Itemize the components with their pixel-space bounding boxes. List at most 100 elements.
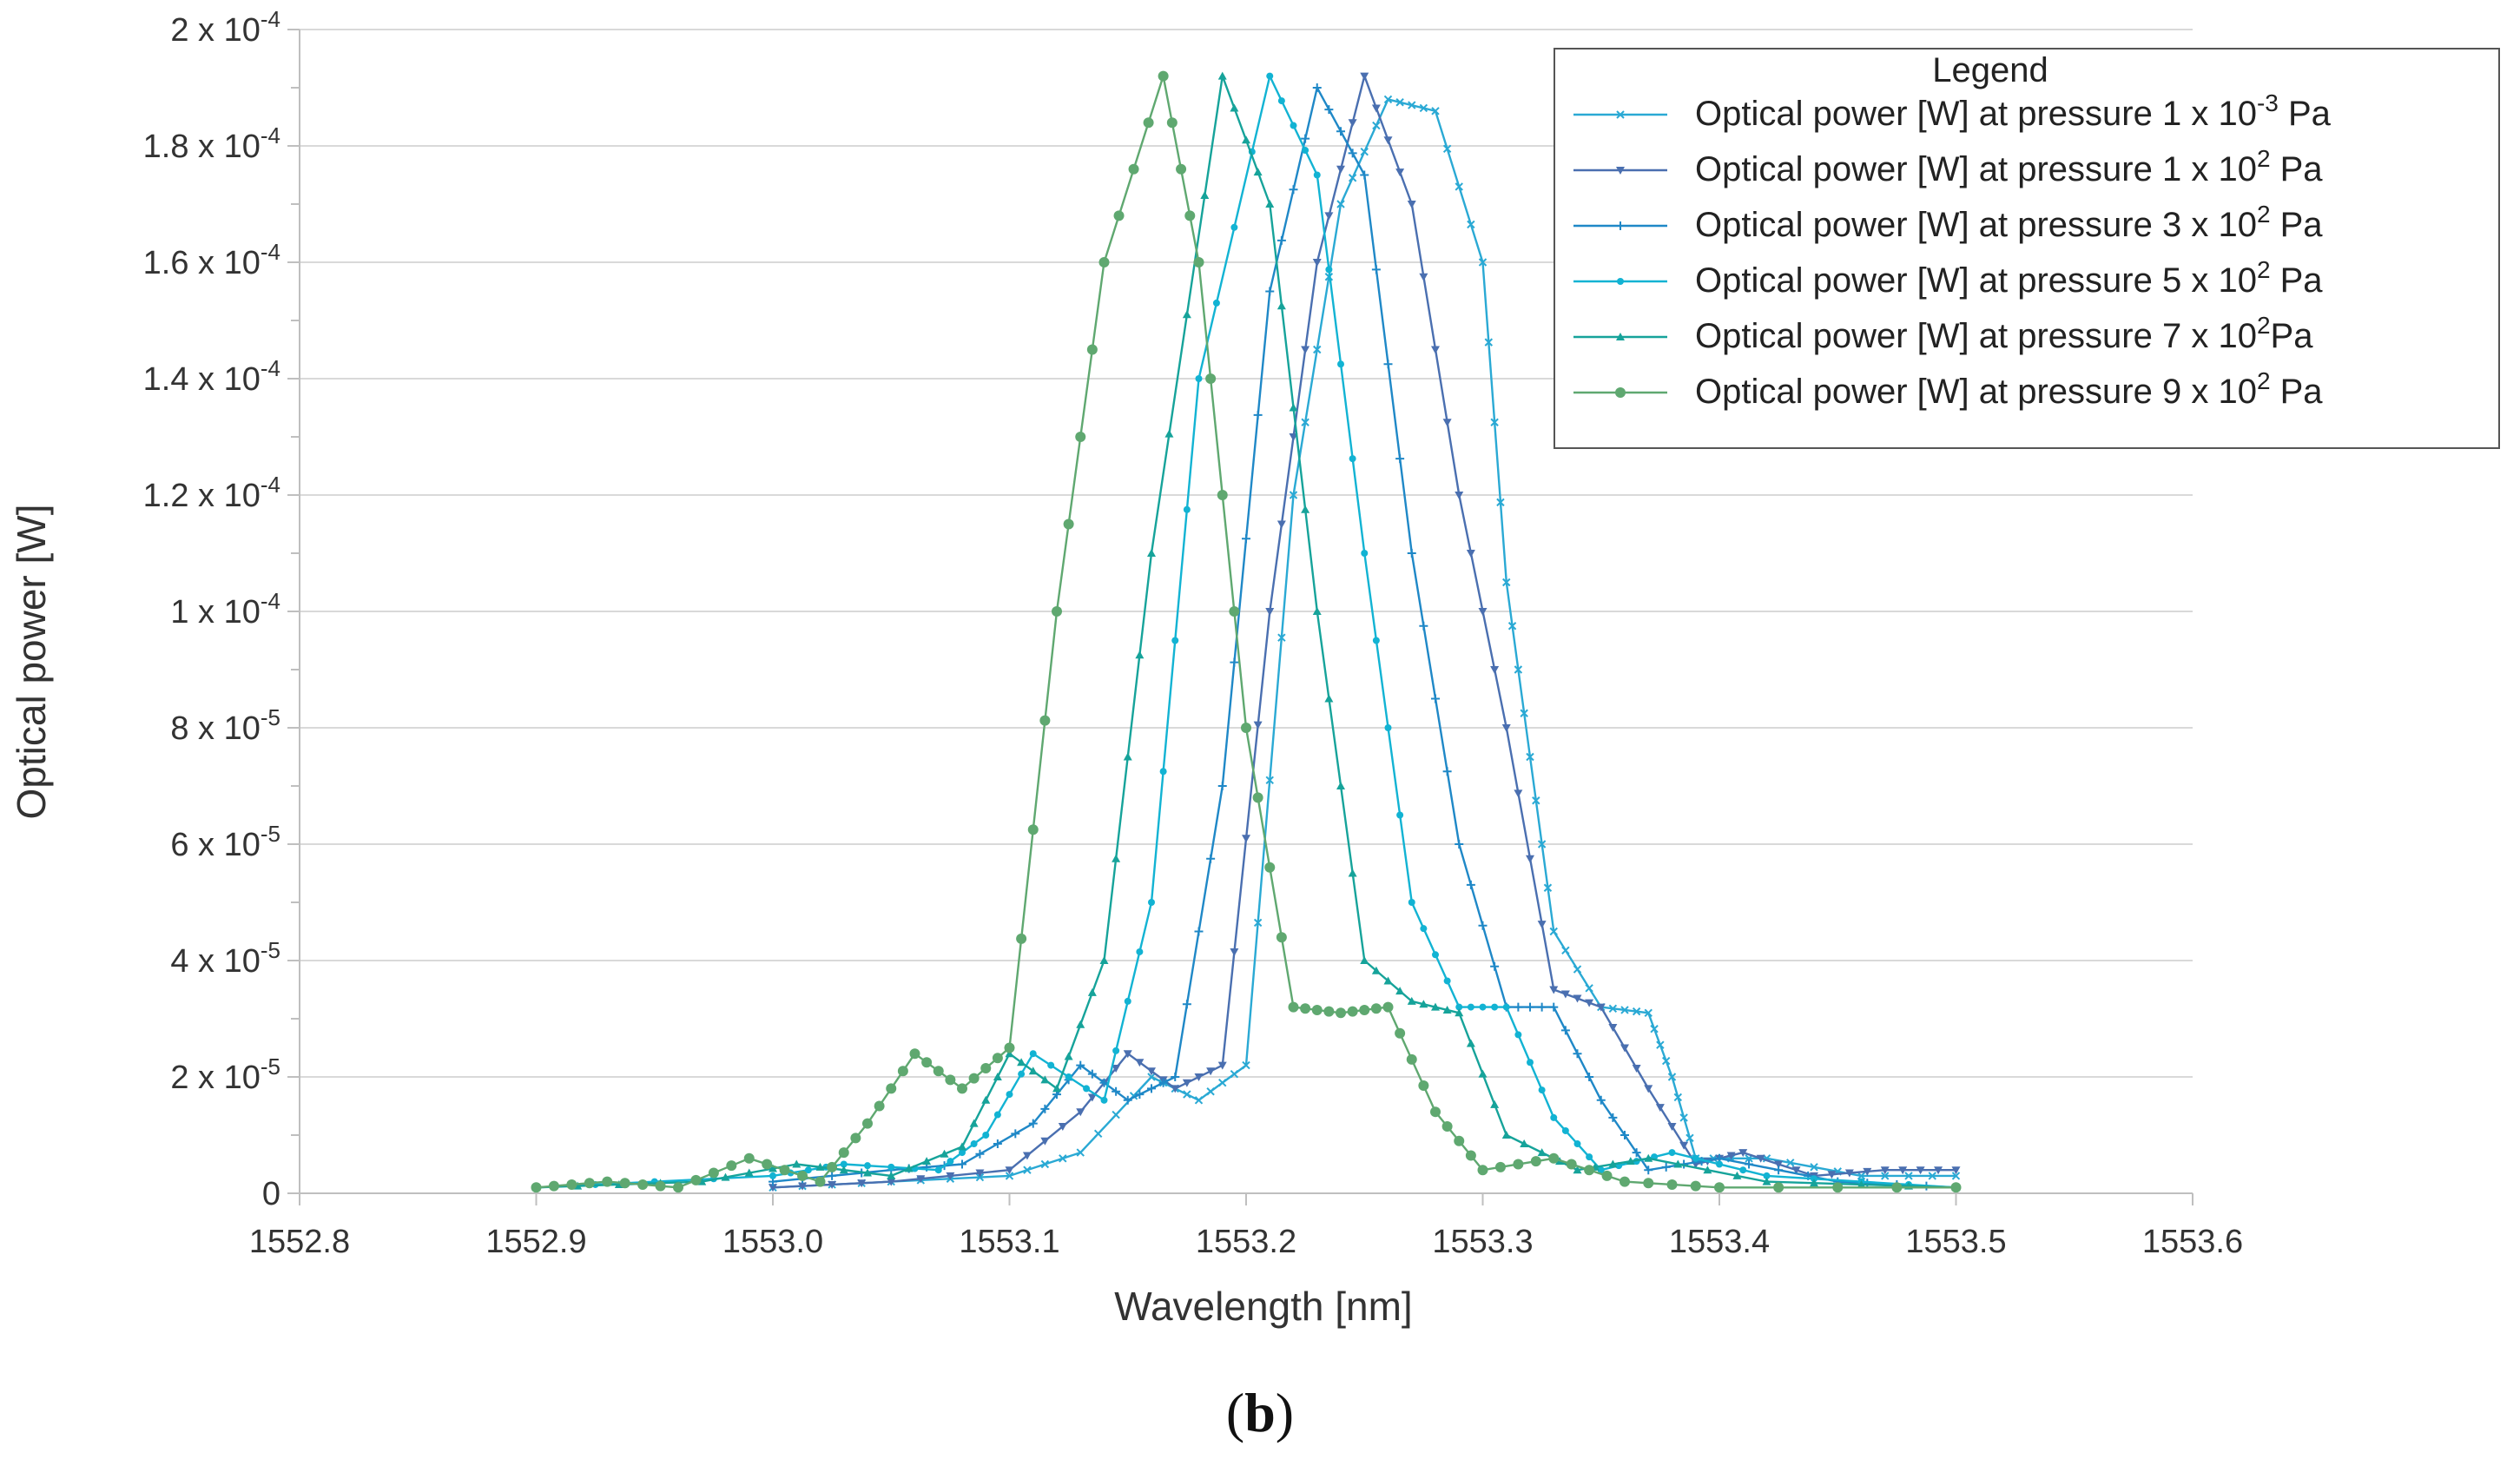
data-point — [1543, 883, 1553, 892]
data-point — [975, 1172, 985, 1182]
x-axis-title: Wavelength [nm] — [1114, 1284, 1412, 1329]
data-point — [1916, 1166, 1925, 1175]
data-point — [1668, 1149, 1676, 1157]
data-point — [1359, 1004, 1370, 1015]
data-point — [1301, 418, 1309, 426]
data-point — [1158, 1078, 1168, 1087]
data-point — [887, 1178, 896, 1186]
data-point — [1928, 1172, 1936, 1180]
data-point — [1408, 899, 1415, 906]
data-point — [1690, 1180, 1701, 1192]
data-point — [1348, 174, 1357, 182]
data-point — [1484, 338, 1494, 347]
data-point — [1206, 1067, 1216, 1076]
data-point — [1276, 520, 1286, 529]
data-point — [1431, 1002, 1440, 1011]
data-point — [1040, 1159, 1050, 1169]
data-point — [1573, 1166, 1582, 1174]
data-point — [1644, 1153, 1653, 1162]
y-tick-label: 1.4 x 10-4 — [143, 355, 280, 398]
data-point — [1217, 490, 1228, 500]
data-point — [1502, 1003, 1510, 1011]
data-point — [1005, 1166, 1014, 1175]
data-point — [1265, 776, 1274, 785]
data-point — [1644, 1085, 1653, 1093]
data-point — [779, 1165, 790, 1176]
data-point — [1336, 200, 1345, 208]
data-point — [1537, 1148, 1547, 1157]
y-tick-mantissa: 1.8 x 10 — [143, 129, 261, 165]
data-point — [1644, 1008, 1653, 1018]
data-point — [1266, 72, 1274, 80]
data-point — [1361, 550, 1369, 557]
data-point — [1372, 637, 1380, 644]
data-point — [1632, 1148, 1641, 1158]
data-point — [1028, 1066, 1038, 1075]
legend-item: Optical power [W] at pressure 7 x 102Pa — [1573, 312, 2313, 355]
data-point — [1217, 1061, 1227, 1070]
data-point — [1371, 265, 1381, 274]
data-point — [1312, 83, 1322, 92]
data-point — [897, 1066, 908, 1077]
data-point — [1526, 1002, 1534, 1012]
data-point — [850, 1133, 861, 1144]
data-point — [1526, 752, 1534, 762]
data-point — [1099, 1078, 1109, 1087]
data-point — [1661, 1056, 1671, 1066]
y-tick-label: 1.8 x 10-4 — [143, 122, 280, 165]
data-point — [1171, 1085, 1180, 1093]
data-point — [769, 1184, 777, 1192]
data-point — [1596, 1003, 1606, 1012]
data-point — [1478, 1069, 1488, 1078]
data-point — [1455, 492, 1464, 499]
data-point — [1242, 835, 1250, 843]
data-point — [531, 1182, 542, 1193]
data-point — [1360, 170, 1369, 180]
y-tick-exponent: -5 — [261, 704, 280, 730]
legend-item: Optical power [W] at pressure 1 x 102 Pa — [1573, 145, 2323, 188]
data-point — [1608, 1024, 1618, 1033]
data-point — [1407, 549, 1416, 558]
data-point — [1810, 1179, 1818, 1187]
data-point — [1616, 110, 1625, 119]
data-point — [1656, 1040, 1665, 1049]
data-point — [993, 1073, 1002, 1080]
data-point — [940, 1149, 949, 1158]
data-point — [828, 1171, 837, 1180]
data-point — [1526, 855, 1534, 863]
data-point — [934, 1166, 942, 1174]
data-point — [1229, 606, 1240, 617]
data-point — [1264, 862, 1276, 873]
data-point — [904, 1164, 914, 1172]
data-point — [637, 1179, 649, 1190]
legend-label: Optical power [W] at pressure 5 x 102 Pa — [1695, 256, 2323, 300]
data-point — [566, 1179, 577, 1190]
data-point — [1950, 1182, 1962, 1193]
data-point — [548, 1180, 559, 1192]
data-point — [980, 1062, 992, 1073]
data-point — [1253, 721, 1263, 730]
data-point — [1432, 951, 1439, 959]
data-point — [1745, 1159, 1754, 1169]
data-point — [1059, 1154, 1067, 1163]
series-lines — [531, 70, 1962, 1193]
data-point — [1206, 1087, 1215, 1096]
data-point — [1076, 1148, 1085, 1157]
data-point — [1200, 190, 1210, 199]
data-point — [857, 1179, 867, 1188]
data-point — [975, 1169, 985, 1178]
data-point — [1206, 854, 1216, 863]
data-point — [1407, 996, 1416, 1005]
data-point — [1313, 171, 1321, 179]
data-point — [1029, 1050, 1037, 1058]
legend-items: Optical power [W] at pressure 1 x 10-3 P… — [1573, 89, 2332, 411]
y-tick-mantissa: 6 x 10 — [170, 827, 261, 863]
data-point — [1520, 709, 1528, 717]
data-point — [1442, 1005, 1452, 1014]
data-point — [1324, 212, 1334, 221]
data-point — [1679, 1113, 1688, 1122]
data-point — [1302, 147, 1309, 155]
data-point — [1023, 1166, 1032, 1174]
data-point — [1934, 1166, 1943, 1175]
data-point — [1626, 1157, 1635, 1166]
